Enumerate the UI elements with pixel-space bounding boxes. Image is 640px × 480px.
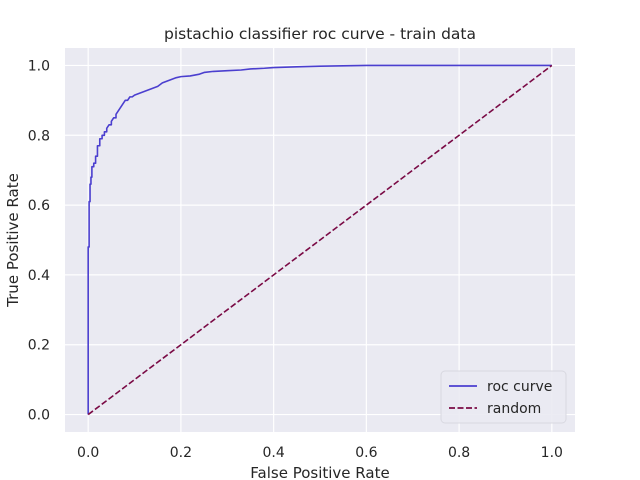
y-tick-label: 0.8 <box>28 128 50 144</box>
chart-title: pistachio classifier roc curve - train d… <box>164 25 476 43</box>
y-tick-label: 0.0 <box>28 408 50 424</box>
x-tick-labels: 0.0 0.2 0.4 0.6 0.8 1.0 <box>77 445 563 461</box>
y-axis-label: True Positive Rate <box>4 173 22 308</box>
legend: roc curve random <box>440 370 567 424</box>
x-tick-label: 0.2 <box>170 445 192 461</box>
x-tick-label: 1.0 <box>541 445 563 461</box>
series-line-1 <box>87 64 553 416</box>
y-tick-label: 0.4 <box>28 268 50 284</box>
series-layer <box>87 64 553 416</box>
legend-label-1: random <box>487 401 541 417</box>
y-tick-label: 0.6 <box>28 198 50 214</box>
x-tick-label: 0.6 <box>355 445 377 461</box>
legend-label-0: roc curve <box>487 379 552 395</box>
series-line-0 <box>87 64 552 415</box>
y-tick-label: 1.0 <box>28 58 50 74</box>
x-axis-label: False Positive Rate <box>250 464 389 480</box>
x-tick-label: 0.8 <box>448 445 470 461</box>
x-tick-label: 0.4 <box>263 445 285 461</box>
legend-box <box>440 370 567 424</box>
y-tick-label: 0.2 <box>28 338 50 354</box>
x-tick-label: 0.0 <box>77 445 99 461</box>
y-tick-labels: 0.0 0.2 0.4 0.6 0.8 1.0 <box>28 58 50 423</box>
